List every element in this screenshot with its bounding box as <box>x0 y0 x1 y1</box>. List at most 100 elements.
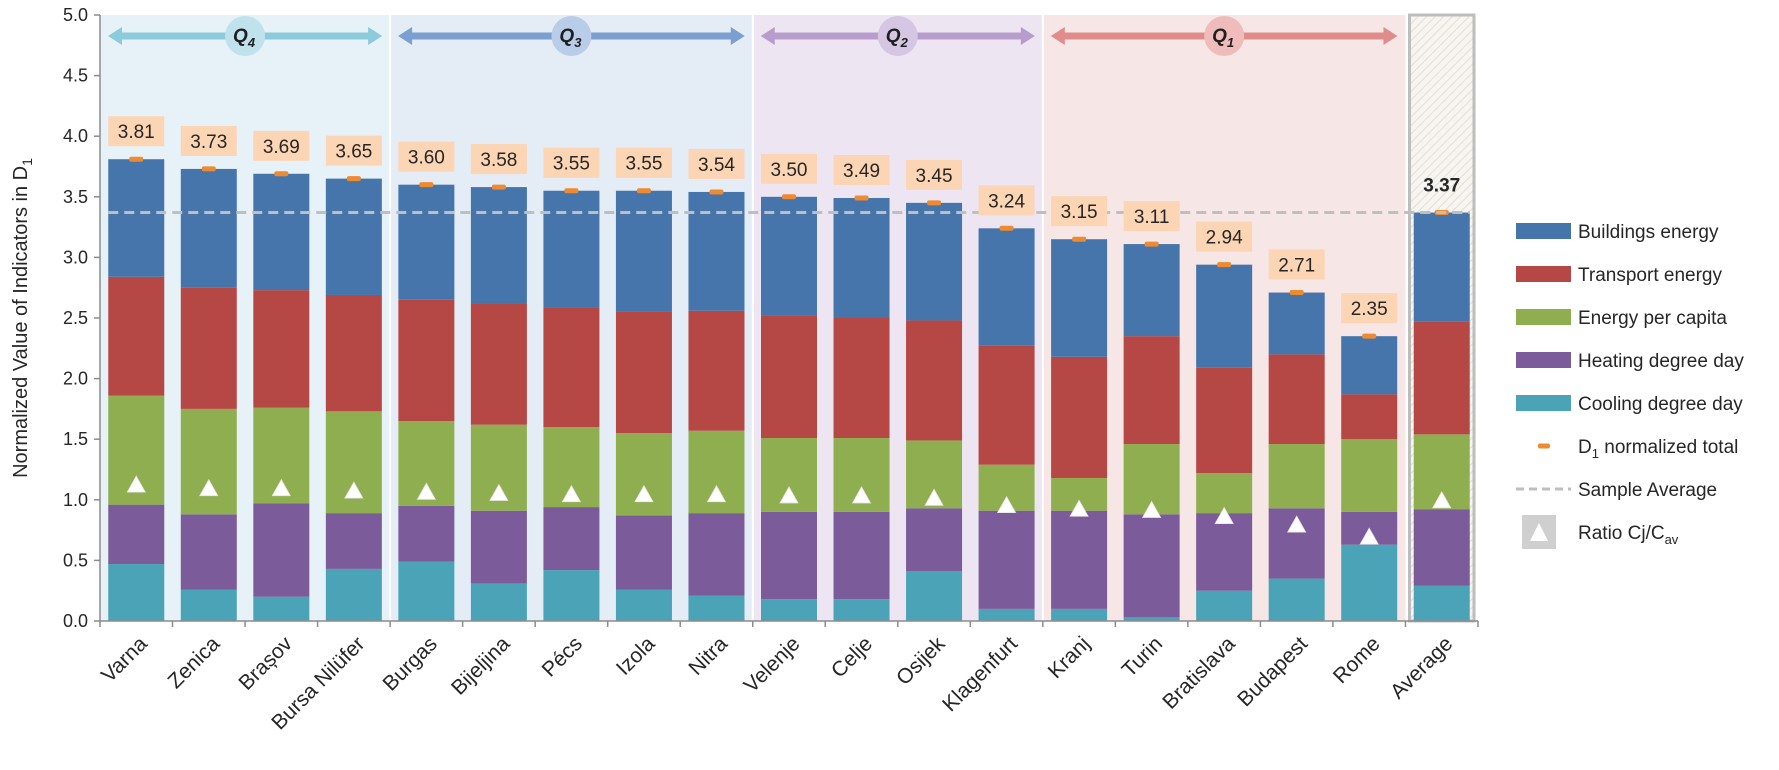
bar-segment-transport-energy <box>761 315 817 438</box>
total-label: 2.94 <box>1206 228 1243 249</box>
legend-label-main: Sample Average <box>1578 480 1717 501</box>
bar-segment-cooling-degree-day <box>398 561 455 621</box>
quartile-arrow-head-right <box>1020 27 1035 45</box>
bar-segment-heating-degree-day <box>906 508 963 572</box>
y-tick-label: 1.0 <box>63 490 88 510</box>
quartile-label-sub: 4 <box>247 35 256 50</box>
x-tick-label: Brașov <box>234 632 297 695</box>
bar-segment-heating-degree-day <box>978 510 1035 609</box>
total-label-box <box>180 125 237 156</box>
total-label-box <box>688 148 745 179</box>
bar-segment-buildings-energy <box>180 168 237 288</box>
x-tick-label: Burgas <box>379 632 442 695</box>
total-label: 3.11 <box>1134 207 1170 228</box>
total-label-box <box>978 185 1035 216</box>
bar-segment-transport-energy <box>615 311 672 434</box>
legend-swatch <box>1516 309 1571 325</box>
bar-segment-buildings-energy <box>761 196 817 316</box>
total-label: 3.50 <box>771 160 808 181</box>
bar-segment-transport-energy <box>1123 336 1180 445</box>
quartile-label-sub: 2 <box>900 35 909 50</box>
y-axis-title-main: Normalized Value of Indicators in D <box>10 166 32 478</box>
ratio-marker <box>1214 506 1234 524</box>
bar-segment-transport-energy <box>688 310 745 431</box>
bar-segment-buildings-energy <box>325 178 382 295</box>
bar-segment-heating-degree-day <box>253 503 310 597</box>
x-tick-label: Zenica <box>163 632 224 693</box>
bar-segment-buildings-energy <box>833 198 890 318</box>
bar-segment-heating-degree-day <box>688 513 745 596</box>
bar-segment-heating-degree-day <box>108 504 165 565</box>
bar-segment-buildings-energy <box>1341 336 1398 395</box>
x-tick-label: Turin <box>1118 632 1168 682</box>
x-tick-label: Bratislava <box>1158 632 1240 714</box>
total-label: 3.54 <box>698 155 735 176</box>
quartile-circle <box>551 16 592 56</box>
total-label: 3.49 <box>843 161 880 182</box>
bar-segment-cooling-degree-day <box>615 589 672 621</box>
quartile-circle <box>1204 16 1245 56</box>
bar-segment-cooling-degree-day <box>325 568 382 621</box>
bar-segment-cooling-degree-day <box>180 589 237 621</box>
bar-segment-transport-energy <box>978 345 1035 465</box>
total-label-box <box>1051 196 1108 227</box>
bar-segment-buildings-energy <box>1413 212 1470 322</box>
bar-segment-transport-energy <box>470 303 527 425</box>
bar-segment-cooling-degree-day <box>833 599 890 621</box>
legend-label: D1 normalized total <box>1578 437 1738 461</box>
total-marker <box>491 184 506 190</box>
bar-segment-buildings-energy <box>1051 239 1108 357</box>
bar-segment-heating-degree-day <box>833 511 890 600</box>
bar-segment-buildings-energy <box>978 228 1035 346</box>
legend-label-main: Heating degree day <box>1578 351 1744 372</box>
bar-segment-transport-energy <box>1413 321 1470 435</box>
bar-segment-cooling-degree-day <box>1268 578 1325 621</box>
bar-segment-transport-energy <box>833 318 890 438</box>
quartile-label-main: Q <box>886 26 901 47</box>
quartile-arrow-head-right <box>1383 27 1398 45</box>
legend-swatch <box>1530 523 1548 541</box>
bar-segment-heating-degree-day <box>180 514 237 590</box>
bar-segment-buildings-energy <box>543 190 600 308</box>
legend-label-main: Buildings energy <box>1578 222 1719 243</box>
quartile-circle <box>877 16 918 56</box>
ratio-marker <box>561 484 582 503</box>
bar-segment-energy-per-capita <box>615 433 672 516</box>
bar-segment-buildings-energy <box>470 187 527 304</box>
bar-segment-cooling-degree-day <box>1123 617 1180 621</box>
total-label-box <box>325 135 382 166</box>
bar-segment-buildings-energy <box>906 202 963 321</box>
bar-segment-transport-energy <box>543 307 600 428</box>
quartile-label: Q4 <box>233 26 256 50</box>
total-label: 3.37 <box>1423 176 1460 197</box>
legend-label-sub: 1 <box>1592 446 1599 461</box>
y-tick-label: 2.0 <box>63 369 88 389</box>
legend-label: Energy per capita <box>1578 308 1727 329</box>
legend-label-main: Ratio Cj/C <box>1578 523 1665 544</box>
bar-segment-cooling-degree-day <box>253 596 310 621</box>
ratio-marker <box>1069 499 1089 517</box>
total-label-box <box>906 159 963 190</box>
total-label: 3.15 <box>1061 202 1098 223</box>
total-marker <box>927 200 942 206</box>
total-label: 3.73 <box>190 132 227 153</box>
bar-segment-heating-degree-day <box>470 510 527 584</box>
ratio-marker <box>489 483 509 501</box>
bar-segment-transport-energy <box>108 276 165 396</box>
bar-segment-transport-energy <box>398 299 455 422</box>
x-tick-label: Klagenfurt <box>938 632 1022 716</box>
ratio-marker <box>634 484 654 503</box>
total-marker <box>129 156 144 162</box>
legend-label-main: Energy per capita <box>1578 308 1727 329</box>
bar-segment-heating-degree-day <box>543 507 600 571</box>
ratio-marker <box>126 475 146 493</box>
ratio-marker <box>1432 490 1452 509</box>
quartile-label-main: Q <box>559 26 574 47</box>
bar-segment-buildings-energy <box>253 173 310 291</box>
quartile-arrow-head-right <box>730 27 745 45</box>
total-label-box <box>253 130 310 161</box>
ratio-marker <box>1359 527 1379 545</box>
quartile-arrow-head-left <box>398 27 413 45</box>
bar-segment-heating-degree-day <box>1051 510 1108 609</box>
y-axis-title: Normalized Value of Indicators in D1 <box>10 158 35 478</box>
